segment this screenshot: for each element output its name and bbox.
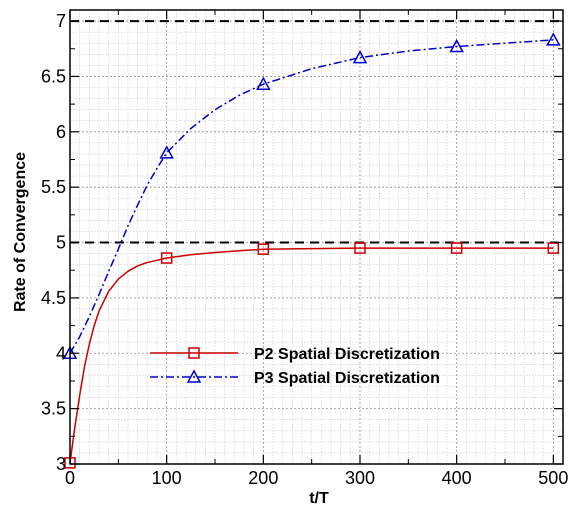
data-point-p3 — [256, 76, 271, 90]
minor-grid — [70, 9, 564, 464]
y-tick-label: 4 — [56, 343, 66, 363]
y-tick-label: 3 — [56, 454, 66, 474]
x-tick-label: 100 — [152, 468, 182, 488]
plot-frame — [69, 9, 564, 465]
data-point-p2 — [160, 252, 173, 264]
data-point-p3 — [546, 32, 561, 46]
x-tick-label: 400 — [442, 468, 472, 488]
legend-marker-p2 — [188, 347, 200, 359]
data-point-p3 — [449, 38, 464, 53]
legend-marker-shape — [188, 347, 200, 359]
legend-item-p3: P3 Spatial Discretization — [150, 369, 440, 387]
series-lines — [69, 39, 554, 464]
x-tick-label: 500 — [538, 468, 568, 488]
legend-label-p3: P3 Spatial Discretization — [254, 370, 440, 387]
data-point-p2 — [450, 242, 463, 254]
y-tick-label: 6 — [56, 122, 66, 142]
axis-ticks — [69, 10, 563, 465]
y-tick-label: 5.5 — [41, 177, 66, 197]
y-tick-label: 7 — [56, 11, 66, 31]
legend-marker-p3 — [186, 369, 202, 383]
major-grid — [69, 10, 563, 465]
tick-labels: 0 100 200 300 400 500 3 3.5 4 4.5 5 5.5 6 6.5 7 — [41, 11, 568, 488]
series-line-p3 — [69, 39, 554, 354]
data-point-p2 — [547, 242, 560, 254]
legend: P2 Spatial Discretization P3 Spatial Dis… — [150, 346, 440, 387]
x-tick-label: 0 — [65, 468, 75, 488]
y-axis-title: Rate of Convergence — [12, 152, 29, 312]
data-point-p2 — [354, 242, 366, 254]
legend-marker-shape — [186, 369, 202, 383]
data-point-p2 — [257, 243, 270, 255]
x-axis-title: t/T — [309, 490, 329, 507]
legend-item-p2: P2 Spatial Discretization — [150, 346, 440, 363]
data-point-p3 — [159, 145, 174, 159]
series-line-p2 — [69, 247, 554, 464]
data-point-p3 — [352, 50, 368, 64]
x-tick-label: 300 — [345, 468, 375, 488]
y-tick-label: 3.5 — [41, 399, 66, 419]
x-tick-label: 200 — [248, 468, 278, 488]
y-tick-label: 6.5 — [41, 66, 66, 86]
legend-label-p2: P2 Spatial Discretization — [254, 346, 440, 363]
y-tick-label: 4.5 — [41, 288, 66, 308]
y-tick-label: 5 — [56, 233, 66, 253]
reference-lines — [70, 20, 563, 244]
